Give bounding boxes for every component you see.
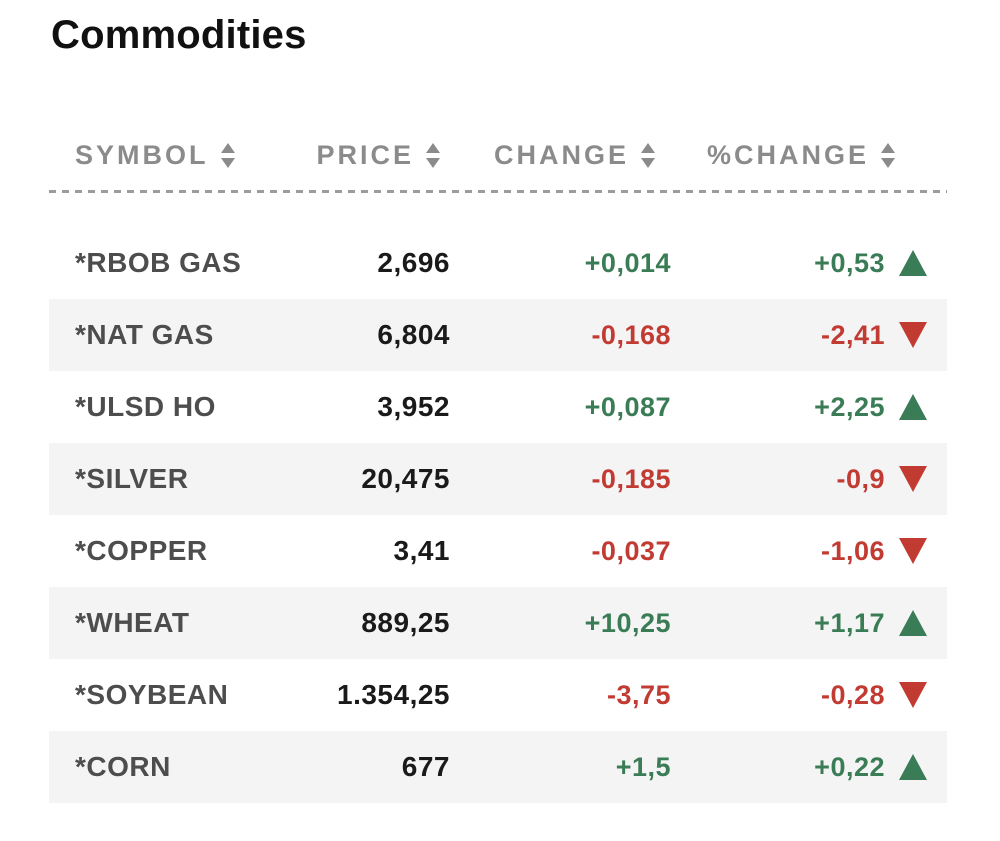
table-row[interactable]: *NAT GAS 6,804 -0,168 -2,41	[49, 299, 947, 371]
price-cell: 889,25	[361, 607, 450, 638]
column-header-percent-change-label: %CHANGE	[706, 139, 869, 170]
symbol-cell: *NAT GAS	[75, 319, 214, 350]
percent-change-value: -0,9	[836, 463, 885, 494]
table-row[interactable]: *WHEAT 889,25 +10,25 +1,17	[49, 587, 947, 659]
sort-down-triangle	[641, 157, 655, 168]
sort-updown-icon[interactable]	[220, 142, 235, 168]
price-cell: 3,41	[393, 535, 450, 566]
trend-arrow-icon	[899, 610, 927, 636]
trend-arrow-icon	[899, 754, 927, 780]
table-header-row: SYMBOL PRICE CHANGE %CHANGE	[49, 120, 947, 190]
percent-change-value: -1,06	[820, 535, 885, 566]
percent-change-value: -0,28	[820, 679, 885, 710]
sort-updown-icon[interactable]	[641, 142, 655, 168]
change-cell: -0,037	[591, 535, 671, 566]
commodities-table: SYMBOL PRICE CHANGE %CHANGE	[49, 120, 947, 803]
percent-change-cell: +2,25	[671, 392, 947, 423]
percent-change-cell: +0,53	[671, 248, 947, 279]
change-cell: -0,185	[591, 463, 671, 494]
sort-down-triangle	[220, 157, 235, 168]
table-row[interactable]: *RBOB GAS 2,696 +0,014 +0,53	[49, 227, 947, 299]
percent-change-value: +2,25	[814, 391, 885, 422]
change-cell: -3,75	[606, 679, 671, 710]
trend-arrow-icon	[899, 394, 927, 420]
change-cell: +0,014	[584, 247, 671, 278]
table-row[interactable]: *SILVER 20,475 -0,185 -0,9	[49, 443, 947, 515]
percent-change-value: +0,53	[814, 247, 885, 278]
sort-up-triangle	[426, 142, 440, 153]
change-cell: +1,5	[615, 751, 671, 782]
symbol-cell: *COPPER	[75, 535, 208, 566]
column-header-change[interactable]: CHANGE	[450, 140, 671, 171]
sort-down-triangle	[426, 157, 440, 168]
percent-change-value: +1,17	[814, 607, 885, 638]
price-cell: 1.354,25	[337, 679, 450, 710]
percent-change-cell: -0,9	[671, 464, 947, 495]
price-cell: 2,696	[377, 247, 450, 278]
table-body: *RBOB GAS 2,696 +0,014 +0,53 *NAT GAS 6,…	[49, 227, 947, 803]
column-header-symbol[interactable]: SYMBOL	[49, 140, 279, 171]
sort-down-triangle	[881, 157, 895, 168]
price-cell: 20,475	[361, 463, 450, 494]
column-header-change-label: CHANGE	[493, 139, 629, 170]
header-divider	[49, 190, 947, 193]
column-header-percent-change[interactable]: %CHANGE	[671, 140, 947, 171]
trend-arrow-icon	[899, 466, 927, 492]
trend-arrow-icon	[899, 682, 927, 708]
sort-updown-icon[interactable]	[881, 142, 895, 168]
price-cell: 3,952	[377, 391, 450, 422]
table-row[interactable]: *ULSD HO 3,952 +0,087 +2,25	[49, 371, 947, 443]
table-row[interactable]: *COPPER 3,41 -0,037 -1,06	[49, 515, 947, 587]
sort-up-triangle	[641, 142, 655, 153]
percent-change-cell: -2,41	[671, 320, 947, 351]
column-header-symbol-label: SYMBOL	[75, 139, 209, 170]
trend-arrow-icon	[899, 538, 927, 564]
trend-arrow-icon	[899, 322, 927, 348]
symbol-cell: *WHEAT	[75, 607, 190, 638]
page-title: Commodities	[51, 13, 307, 57]
sort-up-triangle	[220, 142, 235, 153]
table-row[interactable]: *CORN 677 +1,5 +0,22	[49, 731, 947, 803]
sort-up-triangle	[881, 142, 895, 153]
percent-change-cell: -1,06	[671, 536, 947, 567]
percent-change-value: +0,22	[814, 751, 885, 782]
percent-change-value: -2,41	[820, 319, 885, 350]
symbol-cell: *RBOB GAS	[75, 247, 242, 278]
change-cell: +10,25	[584, 607, 671, 638]
table-row[interactable]: *SOYBEAN 1.354,25 -3,75 -0,28	[49, 659, 947, 731]
column-header-price-label: PRICE	[316, 139, 414, 170]
symbol-cell: *SOYBEAN	[75, 679, 229, 710]
price-cell: 6,804	[377, 319, 450, 350]
price-cell: 677	[401, 751, 450, 782]
change-cell: +0,087	[584, 391, 671, 422]
trend-arrow-icon	[899, 250, 927, 276]
symbol-cell: *CORN	[75, 751, 171, 782]
sort-updown-icon[interactable]	[426, 142, 440, 168]
symbol-cell: *ULSD HO	[75, 391, 216, 422]
percent-change-cell: -0,28	[671, 680, 947, 711]
percent-change-cell: +1,17	[671, 608, 947, 639]
change-cell: -0,168	[591, 319, 671, 350]
column-header-price[interactable]: PRICE	[279, 140, 450, 171]
symbol-cell: *SILVER	[75, 463, 189, 494]
percent-change-cell: +0,22	[671, 752, 947, 783]
